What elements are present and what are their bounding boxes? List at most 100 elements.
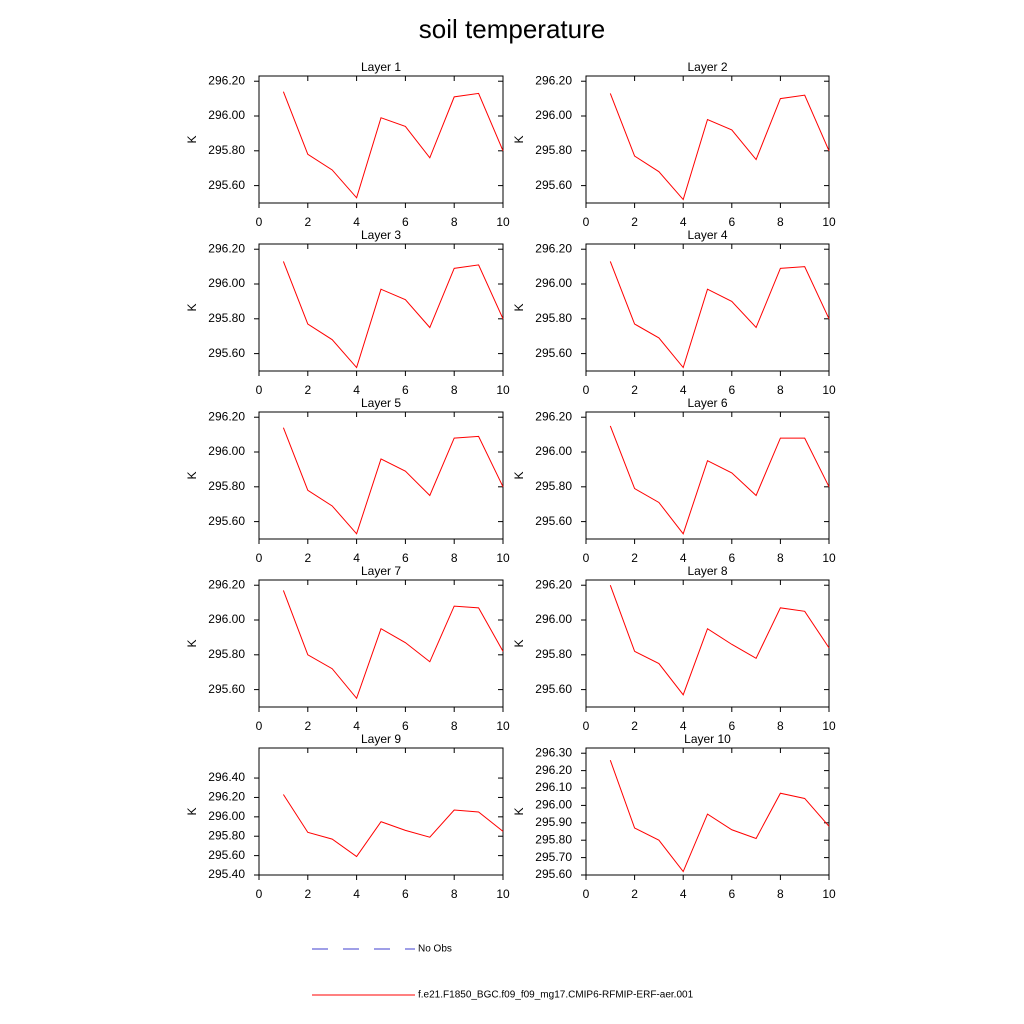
x-tick-label: 6 xyxy=(728,719,735,733)
x-tick-label: 6 xyxy=(728,551,735,565)
x-tick-label: 4 xyxy=(353,887,360,901)
x-tick-label: 10 xyxy=(822,383,836,397)
x-tick-label: 6 xyxy=(402,383,409,397)
y-tick-label: 296.00 xyxy=(535,108,572,122)
y-axis-label: K xyxy=(512,303,526,311)
plot-frame xyxy=(585,747,830,876)
x-tick-label: 0 xyxy=(256,719,263,733)
subplot: Layer 1 K 295.60 295.80 296.00 296.20 0 2 4 6 8 10 xyxy=(185,60,510,229)
x-tick-label: 8 xyxy=(777,887,784,901)
plot-frame xyxy=(585,243,830,372)
y-tick-label: 296.00 xyxy=(535,798,572,812)
x-tick-label: 6 xyxy=(402,719,409,733)
plot-frame xyxy=(258,747,504,876)
y-tick-label: 295.60 xyxy=(535,867,572,881)
subplot: Layer 9 K 295.40 295.60 295.80 296.00 296.20 29… xyxy=(185,732,510,901)
y-tick-label: 295.80 xyxy=(535,832,572,846)
x-tick-label: 0 xyxy=(583,887,590,901)
data-line xyxy=(609,425,830,535)
y-tick-label: 295.60 xyxy=(535,514,572,528)
y-tick-label: 296.20 xyxy=(208,409,245,423)
x-tick-label: 8 xyxy=(451,551,458,565)
x-tick-label: 8 xyxy=(777,719,784,733)
x-tick-label: 0 xyxy=(583,551,590,565)
x-tick-label: 6 xyxy=(728,215,735,229)
x-tick-label: 2 xyxy=(631,719,638,733)
x-tick-label: 0 xyxy=(583,383,590,397)
x-tick-label: 0 xyxy=(583,215,590,229)
y-tick-label: 295.80 xyxy=(208,143,245,157)
data-line xyxy=(609,93,830,201)
legend-label: No Obs xyxy=(418,944,452,955)
subplot: Layer 3 K 295.60 295.80 296.00 296.20 0 2 4 6 8 10 xyxy=(185,228,510,397)
data-line xyxy=(282,794,504,858)
y-tick-label: 296.30 xyxy=(535,745,572,759)
x-tick-label: 2 xyxy=(304,383,311,397)
y-tick-label: 296.00 xyxy=(208,809,245,823)
x-tick-label: 10 xyxy=(496,887,510,901)
y-tick-label: 295.80 xyxy=(208,647,245,661)
x-tick-label: 4 xyxy=(353,719,360,733)
y-axis-label: K xyxy=(512,471,526,479)
y-tick-label: 295.60 xyxy=(208,346,245,360)
plot-frame xyxy=(258,243,504,372)
figure-title: soil temperature xyxy=(419,14,605,44)
y-tick-label: 296.20 xyxy=(535,763,572,777)
plot-frame xyxy=(258,75,504,204)
data-line xyxy=(609,760,830,873)
y-tick-label: 296.00 xyxy=(208,108,245,122)
x-tick-label: 10 xyxy=(822,551,836,565)
subplot-title: Layer 4 xyxy=(687,228,727,242)
x-tick-label: 8 xyxy=(451,887,458,901)
subplot-title: Layer 6 xyxy=(687,396,727,410)
x-tick-label: 6 xyxy=(402,215,409,229)
y-tick-label: 295.60 xyxy=(208,178,245,192)
data-line xyxy=(282,261,504,369)
x-tick-label: 2 xyxy=(304,719,311,733)
plot-frame xyxy=(258,411,504,540)
x-tick-label: 0 xyxy=(256,887,263,901)
y-axis-label: K xyxy=(185,807,199,815)
x-tick-label: 10 xyxy=(822,215,836,229)
subplot-title: Layer 3 xyxy=(361,228,401,242)
subplot-title: Layer 10 xyxy=(684,732,731,746)
y-tick-label: 295.60 xyxy=(535,178,572,192)
data-line xyxy=(282,590,504,700)
subplot-title: Layer 5 xyxy=(361,396,401,410)
x-tick-label: 2 xyxy=(304,215,311,229)
data-line xyxy=(609,585,830,696)
x-tick-label: 4 xyxy=(680,887,687,901)
x-tick-label: 6 xyxy=(728,887,735,901)
subplot-title: Layer 9 xyxy=(361,732,401,746)
x-tick-label: 0 xyxy=(256,215,263,229)
x-tick-label: 4 xyxy=(680,215,687,229)
x-tick-label: 2 xyxy=(631,215,638,229)
x-tick-label: 0 xyxy=(256,383,263,397)
x-tick-label: 10 xyxy=(822,887,836,901)
y-tick-label: 296.00 xyxy=(208,444,245,458)
x-tick-label: 2 xyxy=(631,887,638,901)
y-tick-label: 295.80 xyxy=(208,828,245,842)
y-tick-label: 295.60 xyxy=(208,848,245,862)
y-axis-label: K xyxy=(185,303,199,311)
y-tick-label: 295.60 xyxy=(208,514,245,528)
x-tick-label: 10 xyxy=(496,719,510,733)
x-tick-label: 10 xyxy=(496,383,510,397)
y-tick-label: 296.20 xyxy=(208,577,245,591)
y-tick-label: 295.80 xyxy=(208,479,245,493)
x-tick-label: 4 xyxy=(353,383,360,397)
y-tick-label: 295.80 xyxy=(535,647,572,661)
y-tick-label: 296.20 xyxy=(535,73,572,87)
y-axis-label: K xyxy=(512,639,526,647)
y-tick-label: 295.40 xyxy=(208,867,245,881)
data-line xyxy=(609,261,830,369)
y-tick-label: 296.00 xyxy=(535,276,572,290)
x-tick-label: 8 xyxy=(777,215,784,229)
y-axis-label: K xyxy=(185,471,199,479)
subplot-title: Layer 2 xyxy=(687,60,727,74)
y-tick-label: 296.20 xyxy=(208,73,245,87)
subplot: Layer 10 K 295.60 295.70 295.80 295.90 296.00 2… xyxy=(512,732,836,901)
x-tick-label: 4 xyxy=(353,215,360,229)
x-tick-label: 6 xyxy=(402,551,409,565)
